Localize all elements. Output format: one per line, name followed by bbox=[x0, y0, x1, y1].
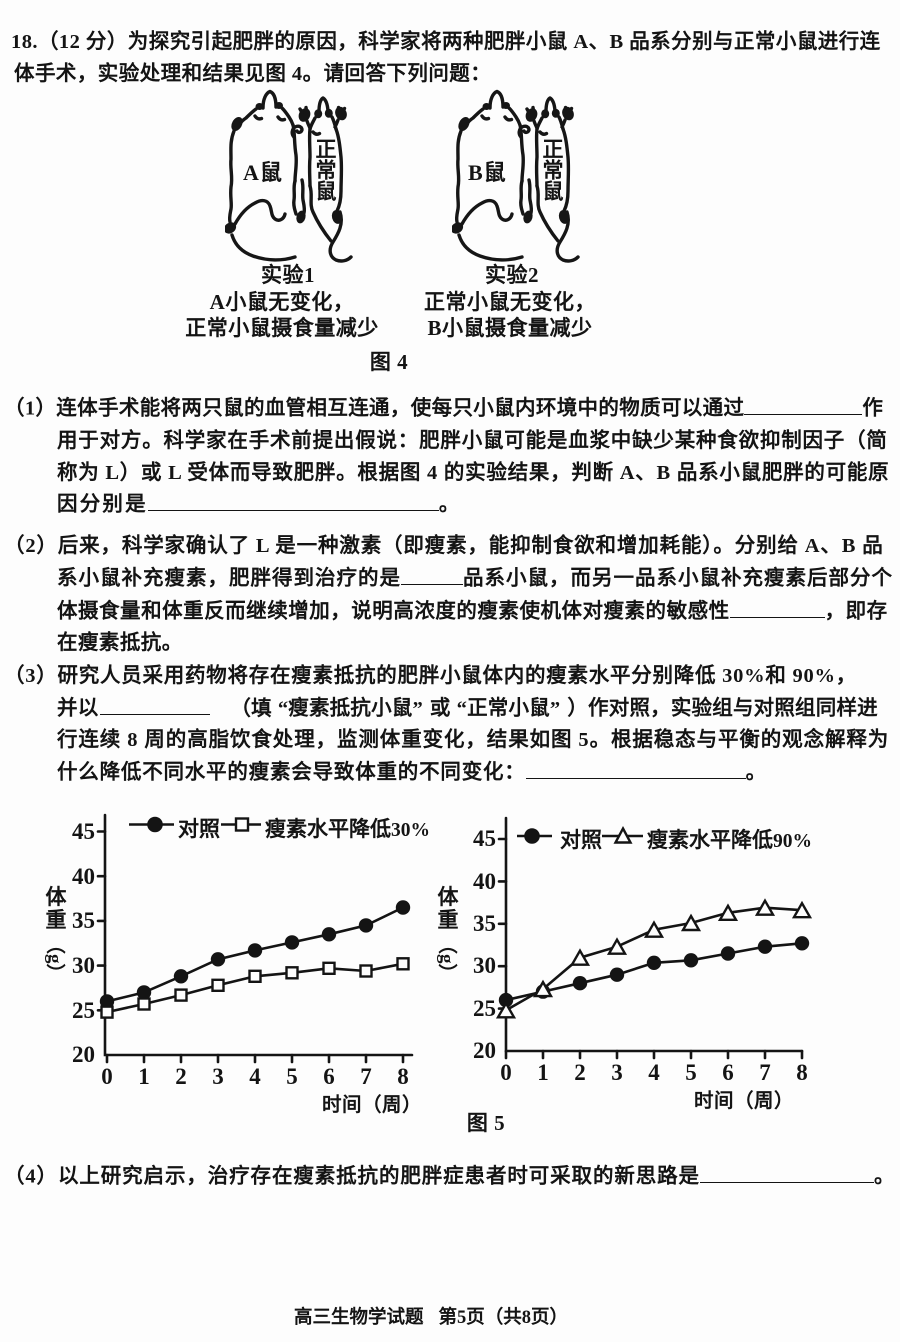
svg-text:4: 4 bbox=[249, 1064, 261, 1089]
svg-text:6: 6 bbox=[323, 1064, 335, 1089]
svg-text:0: 0 bbox=[500, 1060, 512, 1085]
svg-text:5: 5 bbox=[685, 1060, 697, 1085]
svg-text:2: 2 bbox=[175, 1064, 187, 1089]
svg-text:3: 3 bbox=[212, 1064, 224, 1089]
svg-text:20: 20 bbox=[72, 1042, 95, 1067]
svg-text:7: 7 bbox=[759, 1060, 771, 1085]
svg-text:40: 40 bbox=[473, 869, 496, 894]
svg-text:8: 8 bbox=[796, 1060, 808, 1085]
svg-text:对照: 对照 bbox=[178, 817, 220, 841]
svg-text:20: 20 bbox=[473, 1038, 496, 1063]
svg-text:25: 25 bbox=[72, 998, 95, 1023]
svg-text:35: 35 bbox=[473, 911, 496, 936]
svg-text:1: 1 bbox=[138, 1064, 150, 1089]
svg-text:35: 35 bbox=[72, 908, 95, 933]
svg-text:瘦素水平降低30%: 瘦素水平降低30% bbox=[265, 817, 430, 841]
svg-text:5: 5 bbox=[286, 1064, 298, 1089]
svg-text:45: 45 bbox=[72, 819, 95, 844]
svg-text:对照: 对照 bbox=[560, 828, 602, 852]
svg-text:25: 25 bbox=[473, 996, 496, 1021]
svg-text:2: 2 bbox=[574, 1060, 586, 1085]
svg-text:瘦素水平降低90%: 瘦素水平降低90% bbox=[647, 828, 812, 852]
svg-text:8: 8 bbox=[397, 1064, 409, 1089]
svg-text:3: 3 bbox=[611, 1060, 623, 1085]
svg-text:30: 30 bbox=[473, 953, 496, 978]
svg-text:45: 45 bbox=[473, 826, 496, 851]
svg-text:30: 30 bbox=[72, 953, 95, 978]
svg-text:6: 6 bbox=[722, 1060, 734, 1085]
svg-text:4: 4 bbox=[648, 1060, 660, 1085]
svg-text:7: 7 bbox=[360, 1064, 372, 1089]
svg-text:0: 0 bbox=[101, 1064, 113, 1089]
svg-text:40: 40 bbox=[72, 864, 95, 889]
svg-text:1: 1 bbox=[537, 1060, 549, 1085]
